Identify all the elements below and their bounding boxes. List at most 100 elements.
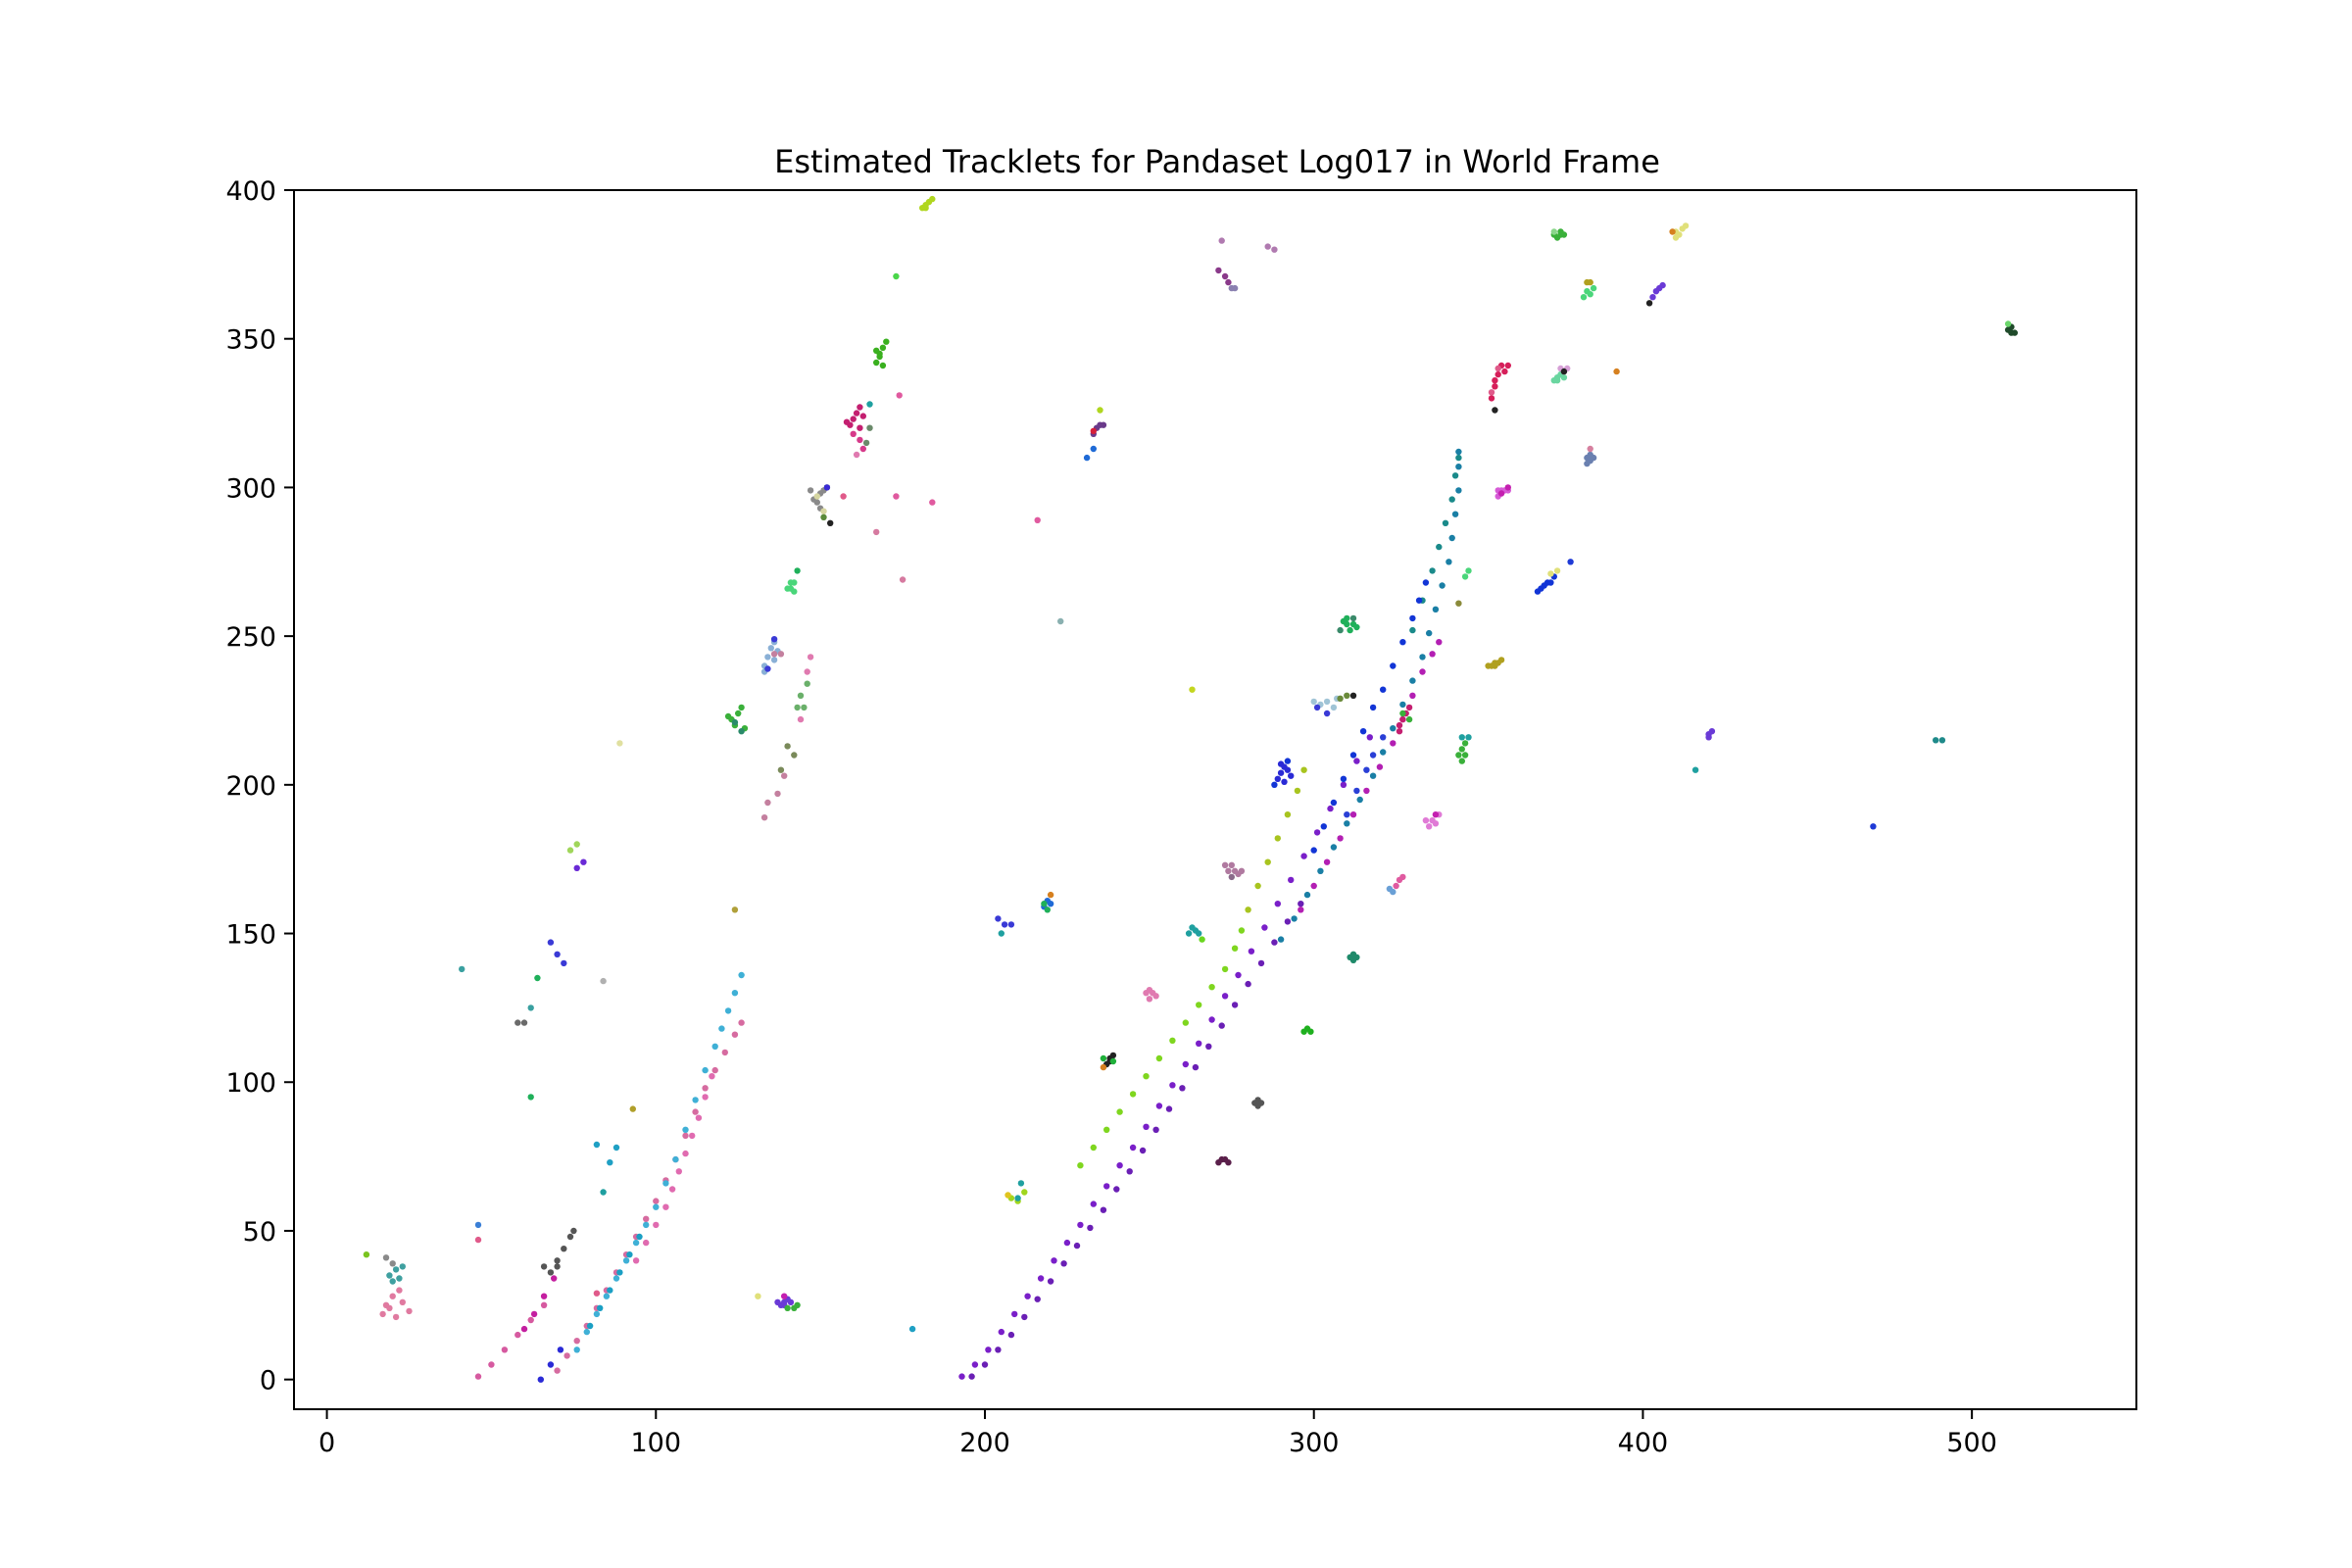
tracklet-series-42 — [797, 654, 814, 723]
tracklet-point — [1097, 407, 1103, 414]
tracklet-point — [593, 1290, 601, 1297]
tracklet-point — [1221, 272, 1229, 280]
tracklet-point — [2011, 329, 2018, 336]
tracklet-point — [643, 1215, 650, 1223]
tracklet-point — [1409, 614, 1416, 622]
tracklet-point — [537, 1376, 544, 1383]
tracklet-point — [573, 864, 580, 871]
tracklet-point — [797, 715, 805, 723]
tracklet-point — [998, 930, 1004, 937]
tracklet-point — [653, 1198, 660, 1204]
tracklet-series-109 — [1455, 600, 1462, 607]
tracklet-point — [1017, 1180, 1025, 1187]
tracklet-series-72 — [1041, 901, 1052, 913]
tracklet-series-108 — [1458, 734, 1472, 741]
tracklet-point — [1284, 811, 1292, 818]
tracklet-point — [399, 1263, 406, 1270]
tracklet-point — [382, 1254, 390, 1261]
tracklet-point — [1426, 823, 1433, 830]
tracklet-point — [1274, 901, 1282, 907]
tracklet-point — [1344, 692, 1350, 699]
tracklet-point — [554, 1367, 561, 1374]
tracklet-series-7 — [1077, 927, 1246, 1169]
tracklet-series-28 — [474, 1221, 482, 1229]
tracklet-series-118 — [1547, 567, 1561, 577]
tracklet-point — [1152, 993, 1159, 1000]
tracklet-point — [1560, 374, 1568, 381]
tracklet-point — [1073, 1242, 1081, 1250]
tracklet-point — [721, 1049, 728, 1056]
tracklet-point — [735, 710, 742, 717]
tracklet-point — [527, 1094, 534, 1101]
tracklet-point — [883, 338, 890, 345]
tracklet-point — [1179, 1085, 1186, 1092]
tracklet-series-33 — [616, 740, 623, 747]
tracklet-series-106 — [1432, 811, 1440, 818]
tracklet-point — [1584, 454, 1591, 462]
plot-frame — [293, 189, 2137, 1410]
tracklet-point — [632, 1239, 640, 1247]
tracklet-point — [857, 424, 863, 431]
tracklet-point — [695, 1114, 703, 1121]
tracklet-series-84 — [1185, 924, 1202, 937]
tracklet-series-20 — [382, 1254, 396, 1267]
tracklet-point — [702, 1085, 709, 1092]
tracklet-point — [1044, 906, 1052, 913]
tracklet-series-76 — [1083, 445, 1098, 462]
points-layer — [363, 195, 2018, 1383]
tracklet-point — [859, 445, 866, 453]
tracklet-point — [1349, 614, 1357, 622]
tracklet-point — [998, 1328, 1004, 1336]
x-tick-label: 100 — [631, 1428, 682, 1458]
tracklet-series-86 — [1189, 686, 1196, 693]
tracklet-point — [794, 567, 801, 574]
tracklet-series-114 — [1488, 362, 1512, 402]
tracklet-point — [1041, 901, 1048, 907]
tracklet-point — [1451, 472, 1459, 479]
x-tick-label: 500 — [1946, 1428, 1997, 1458]
tracklet-point — [386, 1272, 393, 1279]
tracklet-series-67 — [1014, 1180, 1025, 1201]
tracklet-point — [1380, 749, 1387, 756]
tracklet-point — [474, 1221, 482, 1229]
tracklet-point — [1310, 847, 1317, 854]
tracklet-point — [573, 841, 580, 848]
tracklet-point — [1429, 567, 1436, 574]
tracklet-point — [1317, 867, 1324, 874]
tracklet-point — [1047, 1278, 1054, 1285]
tracklet-point — [1439, 582, 1446, 589]
tracklet-point — [1399, 639, 1406, 646]
tracklet-series-93 — [1271, 758, 1292, 788]
tracklet-point — [1320, 823, 1328, 830]
tracklet-series-61 — [908, 1325, 916, 1333]
tracklet-point — [1458, 746, 1466, 753]
tracklet-point — [770, 636, 778, 643]
tracklet-point — [643, 1239, 650, 1247]
tracklet-point — [1077, 1221, 1084, 1229]
tracklet-point — [1051, 1257, 1057, 1264]
tracklet-point — [1189, 686, 1196, 693]
tracklet-point — [1344, 820, 1350, 827]
tracklet-point — [738, 704, 745, 711]
tracklet-series-96 — [1337, 692, 1350, 702]
tracklet-point — [1347, 626, 1353, 634]
tracklet-point — [653, 1203, 660, 1210]
tracklet-point — [1143, 1073, 1150, 1080]
tracklet-point — [662, 1203, 669, 1210]
tracklet-series-117 — [1534, 573, 1558, 595]
tracklet-point — [1613, 368, 1620, 375]
tracklet-series-126 — [1587, 445, 1593, 453]
tracklet-point — [827, 519, 834, 526]
tracklet-point — [392, 1313, 400, 1321]
tracklet-point — [1567, 559, 1574, 565]
tracklet-point — [1139, 1147, 1147, 1154]
tracklet-point — [593, 1141, 601, 1149]
tracklet-series-131 — [1645, 300, 1653, 307]
tracklet-point — [682, 1132, 689, 1140]
tracklet-series-12 — [586, 1233, 643, 1330]
tracklet-point — [731, 718, 739, 726]
tracklet-series-25 — [573, 858, 587, 871]
tracklet-point — [791, 588, 798, 595]
tracklet-point — [1557, 228, 1564, 235]
tracklet-point — [1327, 805, 1334, 812]
